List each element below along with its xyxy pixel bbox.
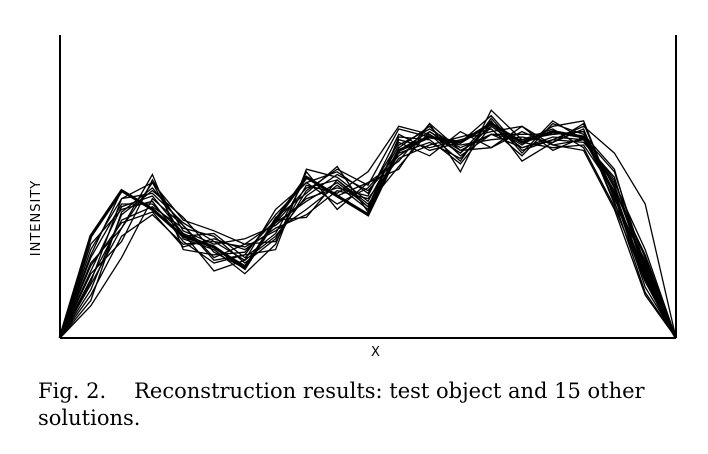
series-line-solution-9: [59, 120, 677, 339]
y-axis-label: INTENSITY: [29, 180, 44, 256]
series-layer: [58, 109, 678, 339]
figure-caption: Fig. 2. Reconstruction results: test obje…: [38, 378, 688, 432]
series-line-solution-10: [59, 114, 677, 339]
series-line-solution-1: [59, 125, 677, 339]
series-line-solution-2: [59, 125, 677, 339]
caption-text: Reconstruction results: test object and …: [38, 379, 645, 430]
series-line-solution-8: [59, 122, 677, 339]
x-axis-label: X: [371, 345, 381, 360]
series-line-test-object: [58, 121, 678, 339]
figure-number: Fig. 2.: [38, 379, 107, 403]
series-line-solution-15: [59, 125, 677, 339]
series-line-solution-11: [59, 128, 677, 339]
series-line-solution-12: [59, 122, 677, 339]
series-line-solution-7: [59, 125, 677, 339]
series-line-solution-4: [59, 125, 677, 339]
series-line-solution-6: [59, 119, 677, 339]
series-line-solution-13: [59, 122, 677, 339]
line-chart: INTENSITY X: [29, 35, 678, 360]
series-line-solution-14: [59, 128, 677, 339]
